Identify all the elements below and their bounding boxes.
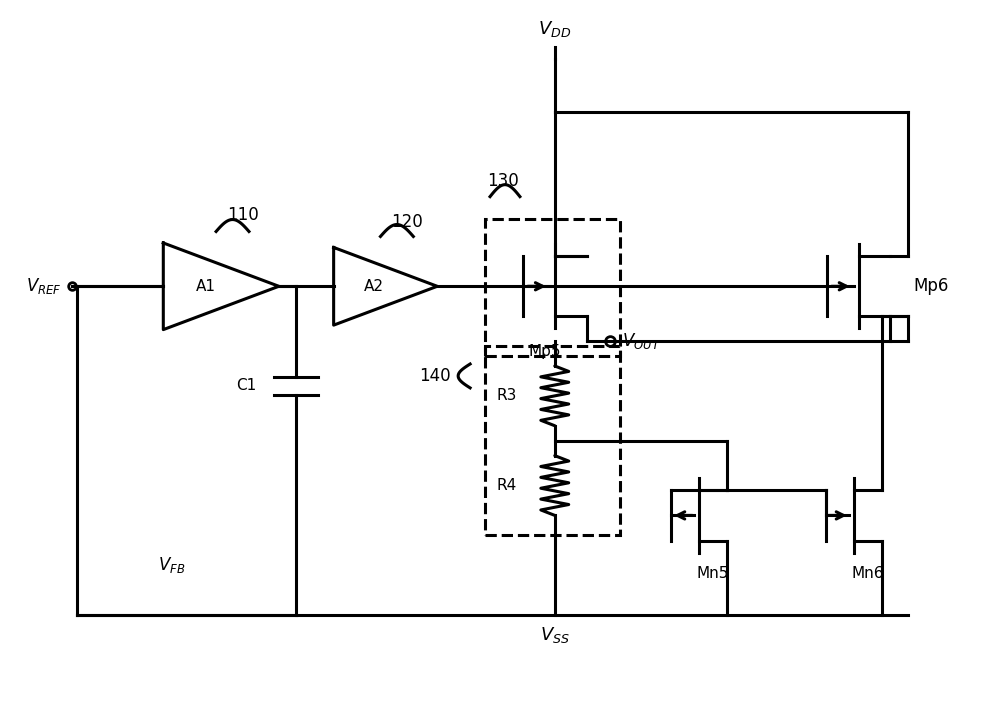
Text: 110: 110 bbox=[227, 205, 259, 224]
Text: $V_{REF}$: $V_{REF}$ bbox=[26, 276, 62, 296]
Text: $V_{DD}$: $V_{DD}$ bbox=[538, 19, 571, 39]
Text: A1: A1 bbox=[196, 279, 216, 293]
Text: C1: C1 bbox=[236, 379, 256, 394]
Text: $V_{OUT}$: $V_{OUT}$ bbox=[622, 331, 660, 351]
Text: $V_{FB}$: $V_{FB}$ bbox=[158, 555, 185, 575]
Bar bbox=[485, 218, 620, 356]
Text: R4: R4 bbox=[497, 478, 517, 493]
Text: 140: 140 bbox=[419, 367, 451, 385]
Text: A2: A2 bbox=[363, 279, 383, 293]
Text: $V_{SS}$: $V_{SS}$ bbox=[540, 625, 570, 645]
Text: Mp6: Mp6 bbox=[913, 278, 949, 296]
Text: R3: R3 bbox=[497, 389, 517, 403]
Bar bbox=[485, 346, 620, 535]
Text: Mp5: Mp5 bbox=[529, 343, 561, 358]
Text: 120: 120 bbox=[391, 213, 423, 231]
Text: 130: 130 bbox=[487, 172, 519, 190]
Text: Mn5: Mn5 bbox=[697, 566, 729, 580]
Text: Mn6: Mn6 bbox=[851, 566, 884, 580]
